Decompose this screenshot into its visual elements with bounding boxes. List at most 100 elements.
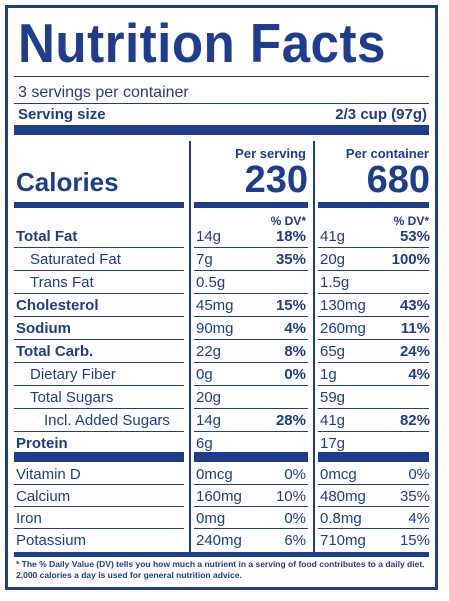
serving-dv: 0% [284, 466, 306, 483]
row-rule [14, 270, 184, 271]
container-dv: 11% [400, 320, 430, 337]
serving-amount: 20g [196, 389, 222, 406]
container-amount: 1g [320, 366, 337, 383]
row-rule [194, 408, 308, 409]
container-amount: 17g [320, 435, 346, 452]
container-amount: 130mg [320, 297, 366, 314]
row-rule [194, 247, 308, 248]
container-amount: 480mg [320, 488, 366, 505]
container-amount: 20g [320, 251, 346, 268]
row-rule [318, 506, 429, 507]
row-rule [14, 362, 184, 363]
serving-amount: 160mg [196, 488, 242, 505]
serving-dv: 6% [284, 532, 306, 549]
nutrient-label: Sodium [16, 320, 71, 337]
calories-rule-serving [194, 202, 308, 208]
container-dv: 24% [399, 343, 430, 360]
row-rule [14, 431, 184, 432]
serving-dv: 18% [275, 228, 306, 245]
row-rule [194, 316, 308, 317]
row-rule [318, 293, 429, 294]
row-rule [194, 293, 308, 294]
container-amount: 0mcg [320, 466, 357, 483]
row-rule [194, 270, 308, 271]
row-rule [14, 293, 184, 294]
serving-amount: 22g [196, 343, 222, 360]
nutrient-label: Total Fat [16, 228, 78, 245]
vitamin-label: Calcium [16, 488, 71, 505]
row-rule [318, 408, 429, 409]
row-rule [194, 484, 308, 485]
column-divider-container [313, 141, 315, 552]
row-rule [318, 484, 429, 485]
container-dv: 15% [399, 532, 430, 549]
serving-dv: 4% [284, 320, 306, 337]
nutrient-label: Total Sugars [30, 389, 114, 406]
label-title: Nutrition Facts [18, 12, 386, 74]
nutrient-label: Total Carb. [16, 343, 94, 360]
thick-rule-middle-serving [194, 452, 308, 462]
serving-size-label: Serving size [18, 106, 106, 123]
dv-header-serving: % DV* [270, 214, 306, 228]
container-dv: 0% [408, 466, 430, 483]
calories-per-serving: 230 [244, 159, 308, 201]
column-divider-serving [189, 141, 191, 552]
row-rule [14, 385, 184, 386]
serving-dv: 0% [284, 366, 306, 383]
container-amount: 41g [320, 228, 346, 245]
row-rule [194, 385, 308, 386]
per-container-header: Per container [345, 146, 429, 161]
serving-amount: 14g [196, 228, 222, 245]
nutrient-label: Trans Fat [30, 274, 94, 291]
thick-rule-middle-container [318, 452, 429, 462]
thick-rule-bottom [14, 552, 429, 557]
container-amount: 65g [320, 343, 346, 360]
nutrition-facts-panel: Nutrition Facts 3 servings per container… [5, 5, 438, 590]
thick-rule-top [14, 125, 429, 135]
row-rule [318, 431, 429, 432]
nutrient-label: Saturated Fat [30, 251, 121, 268]
per-serving-header: Per serving [235, 146, 306, 161]
calories-rule-container [318, 202, 429, 208]
container-dv: 82% [399, 412, 430, 429]
serving-dv: 28% [275, 412, 306, 429]
row-rule [318, 247, 429, 248]
row-rule [194, 528, 308, 529]
thick-rule-middle-left [14, 452, 184, 462]
title-rule [14, 76, 429, 77]
row-rule [318, 362, 429, 363]
calories-label: Calories [16, 167, 119, 197]
row-rule [194, 506, 308, 507]
container-dv: 4% [408, 510, 430, 527]
container-dv: 100% [391, 251, 430, 268]
row-rule [14, 528, 184, 529]
calories-rule-left [14, 202, 184, 208]
row-rule [318, 339, 429, 340]
dv-header-container: % DV* [393, 214, 429, 228]
row-rule [14, 247, 184, 248]
vitamin-label: Potassium [16, 532, 87, 549]
serving-dv: 8% [284, 343, 306, 360]
serving-amount: 7g [196, 251, 213, 268]
container-amount: 59g [320, 389, 346, 406]
serving-amount: 0.5g [196, 274, 226, 291]
nutrient-label: Dietary Fiber [30, 366, 116, 383]
serving-amount: 14g [196, 412, 222, 429]
serving-amount: 0mg [196, 510, 226, 527]
serving-amount: 45mg [196, 297, 234, 314]
row-rule [14, 506, 184, 507]
footnote: * The % Daily Value (DV) tells you how m… [16, 559, 425, 580]
row-rule [318, 528, 429, 529]
serving-amount: 90mg [196, 320, 234, 337]
nutrient-label: Incl. Added Sugars [44, 412, 170, 429]
serving-dv: 10% [275, 488, 306, 505]
vitamin-label: Iron [16, 510, 42, 527]
serving-amount: 0g [196, 366, 213, 383]
serving-dv: 0% [284, 510, 306, 527]
container-amount: 1.5g [320, 274, 350, 291]
row-rule [14, 339, 184, 340]
row-rule [14, 484, 184, 485]
row-rule [318, 316, 429, 317]
container-amount: 0.8mg [320, 510, 362, 527]
row-rule [194, 339, 308, 340]
